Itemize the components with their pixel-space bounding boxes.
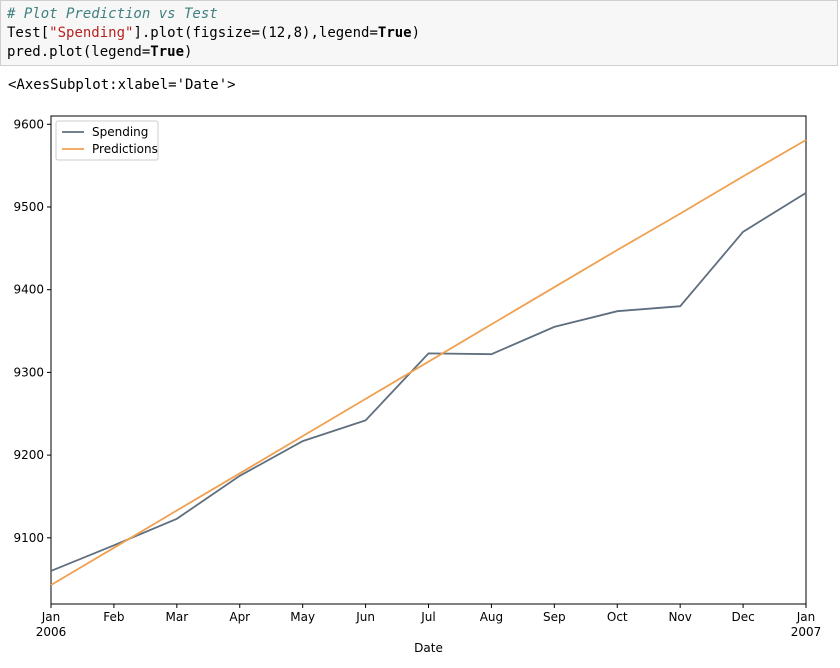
x-tick-label: Jun xyxy=(355,610,375,624)
legend-box xyxy=(55,120,159,161)
x-tick-label: Nov xyxy=(668,610,691,624)
x-tick-label: Aug xyxy=(480,610,503,624)
code-keyword: True xyxy=(377,25,412,41)
plot-frame xyxy=(50,115,807,605)
x-tick-label: May xyxy=(290,610,315,624)
code-text: ) xyxy=(411,25,421,41)
x-tick-year-label: 2006 xyxy=(36,625,67,639)
x-tick-label: Mar xyxy=(166,610,189,624)
code-comment: # Plot Prediction vs Test xyxy=(7,6,218,22)
code-line-2: Test["Spending"].plot(figsize=(12,8),leg… xyxy=(7,24,831,43)
x-tick-year-label: 2007 xyxy=(791,625,822,639)
code-line-1: # Plot Prediction vs Test xyxy=(7,5,831,24)
x-tick-label: Jan xyxy=(41,610,61,624)
code-text: ) xyxy=(184,44,193,60)
y-tick-label: 9100 xyxy=(13,531,44,545)
y-tick-label: 9300 xyxy=(13,365,44,379)
code-cell[interactable]: # Plot Prediction vs Test Test["Spending… xyxy=(0,0,838,66)
legend-label: Spending xyxy=(92,125,148,139)
output-repr: <AxesSubplot:xlabel='Date'> xyxy=(8,77,236,93)
x-tick-label: Apr xyxy=(229,610,250,624)
x-tick-label: Feb xyxy=(103,610,124,624)
code-string: "Spending" xyxy=(49,25,134,41)
code-text: pred.plot(legend= xyxy=(7,44,151,60)
x-tick-label: Oct xyxy=(607,610,628,624)
x-tick-label: Jan xyxy=(796,610,816,624)
y-tick-label: 9200 xyxy=(13,448,44,462)
x-tick-label: Dec xyxy=(731,610,754,624)
series-line-spending xyxy=(50,192,807,572)
code-text: Test[ xyxy=(7,25,50,41)
x-tick-label: Jul xyxy=(420,610,435,624)
code-text: ].plot(figsize=(12,8),legend= xyxy=(133,25,378,41)
code-keyword: True xyxy=(150,44,185,60)
series-line-predictions xyxy=(50,139,807,586)
x-axis-label: Date xyxy=(414,641,443,655)
y-tick-label: 9400 xyxy=(13,283,44,297)
y-tick-label: 9600 xyxy=(13,117,44,131)
code-line-3: pred.plot(legend=True) xyxy=(7,43,831,62)
y-tick-label: 9500 xyxy=(13,200,44,214)
legend-label: Predictions xyxy=(92,142,158,156)
x-tick-label: Sep xyxy=(543,610,566,624)
